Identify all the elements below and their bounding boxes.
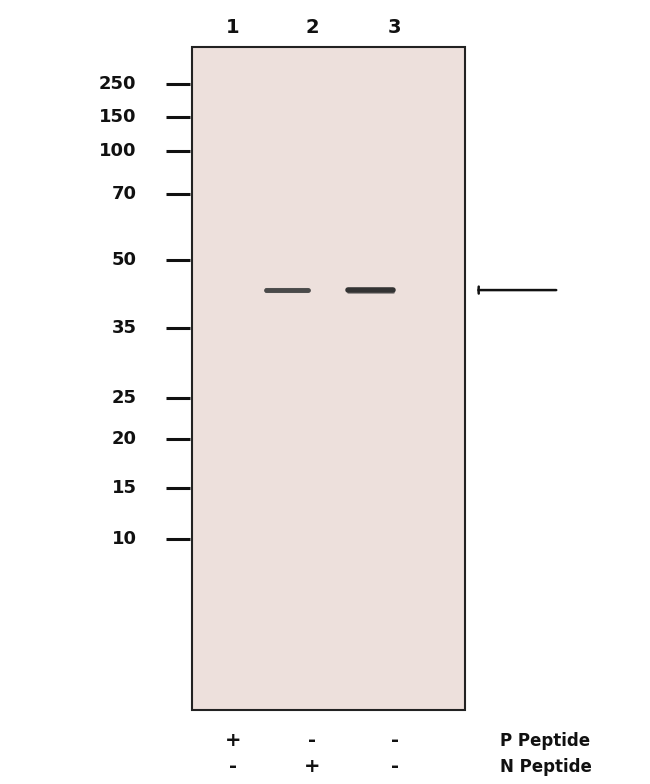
Text: -: - <box>391 757 398 776</box>
Text: +: + <box>224 731 241 750</box>
Text: 150: 150 <box>99 108 136 125</box>
Text: 35: 35 <box>112 320 136 337</box>
Text: +: + <box>304 757 320 776</box>
Text: 50: 50 <box>112 252 136 269</box>
Text: 20: 20 <box>112 430 136 448</box>
Bar <box>192 47 465 710</box>
Text: 250: 250 <box>99 75 136 93</box>
Text: 100: 100 <box>99 142 136 159</box>
Text: 15: 15 <box>112 479 136 496</box>
Text: N Peptide: N Peptide <box>500 758 592 775</box>
Text: 70: 70 <box>112 185 136 202</box>
Text: 10: 10 <box>112 531 136 548</box>
Text: 3: 3 <box>388 18 401 37</box>
Text: -: - <box>229 757 237 776</box>
Text: -: - <box>308 731 316 750</box>
Text: 1: 1 <box>226 18 239 37</box>
Text: P Peptide: P Peptide <box>500 732 591 750</box>
Text: -: - <box>391 731 398 750</box>
Text: 25: 25 <box>112 390 136 407</box>
Text: 2: 2 <box>306 18 318 37</box>
